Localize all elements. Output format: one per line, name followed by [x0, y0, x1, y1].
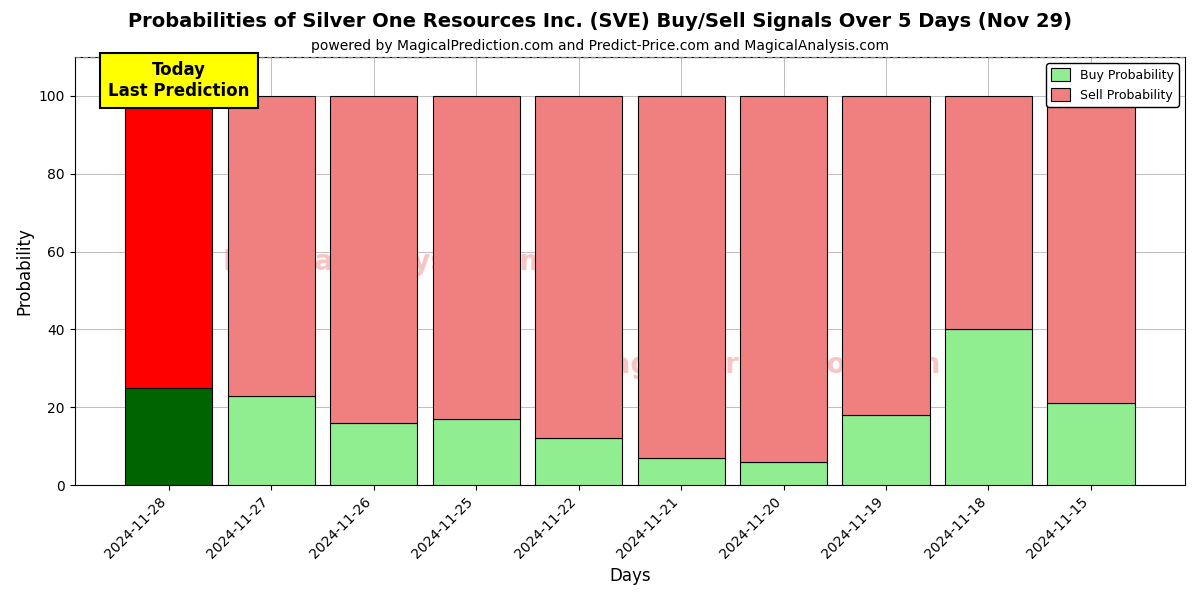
Bar: [228, 96, 314, 395]
Bar: [1048, 96, 1134, 403]
Y-axis label: Probability: Probability: [16, 227, 34, 315]
Bar: [535, 439, 622, 485]
Bar: [842, 415, 930, 485]
Bar: [740, 462, 827, 485]
Bar: [330, 423, 418, 485]
Legend: Buy Probability, Sell Probability: Buy Probability, Sell Probability: [1046, 63, 1178, 107]
X-axis label: Days: Days: [610, 567, 650, 585]
Bar: [228, 395, 314, 485]
Bar: [125, 388, 212, 485]
Bar: [432, 419, 520, 485]
Bar: [535, 96, 622, 439]
Text: powered by MagicalPrediction.com and Predict-Price.com and MagicalAnalysis.com: powered by MagicalPrediction.com and Pre…: [311, 39, 889, 53]
Bar: [944, 96, 1032, 329]
Bar: [944, 329, 1032, 485]
Text: MagicalAnalysis.com: MagicalAnalysis.com: [222, 248, 548, 277]
Bar: [740, 96, 827, 462]
Bar: [842, 96, 930, 415]
Bar: [330, 96, 418, 423]
Text: Today
Last Prediction: Today Last Prediction: [108, 61, 250, 100]
Text: Probabilities of Silver One Resources Inc. (SVE) Buy/Sell Signals Over 5 Days (N: Probabilities of Silver One Resources In…: [128, 12, 1072, 31]
Bar: [432, 96, 520, 419]
Bar: [1048, 403, 1134, 485]
Text: MagicalPrediction.com: MagicalPrediction.com: [584, 351, 941, 379]
Bar: [637, 458, 725, 485]
Bar: [637, 96, 725, 458]
Bar: [125, 96, 212, 388]
